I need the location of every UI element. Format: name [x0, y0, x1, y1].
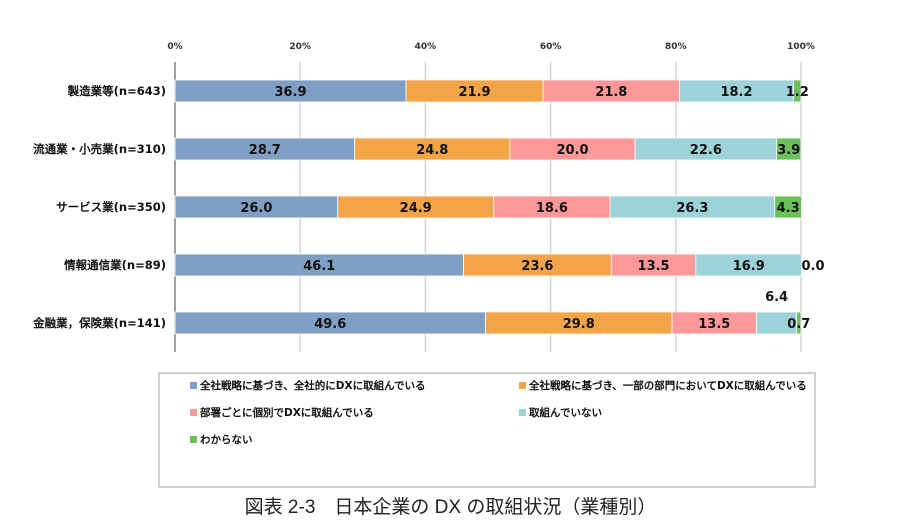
bar-segment: [793, 79, 802, 103]
x-tick-label: 0%: [167, 42, 182, 52]
legend-swatch: [519, 382, 526, 389]
data-label: 36.9: [274, 85, 306, 100]
x-tick-label: 40%: [415, 42, 437, 52]
data-label: 49.6: [314, 317, 346, 332]
legend-label: 全社戦略に基づき、一部の部門においてDXに取組んでいる: [529, 380, 807, 392]
figure-caption: 図表 2-3 日本企業の DX の取組状況（業種別）: [244, 497, 657, 518]
legend-swatch: [190, 409, 197, 416]
data-label: 18.6: [536, 201, 568, 216]
data-label: 3.9: [777, 143, 800, 158]
data-label: 22.6: [690, 143, 722, 158]
data-label: 24.8: [416, 143, 448, 158]
x-tick-label: 100%: [787, 42, 815, 52]
legend-item-2: 部署ごとに個別でDXに取組んでいる: [190, 405, 374, 420]
data-label: 16.9: [733, 259, 765, 274]
data-label: 29.8: [563, 317, 595, 332]
x-tick-label: 60%: [540, 42, 562, 52]
legend-swatch: [190, 436, 197, 443]
data-label: 28.7: [249, 143, 281, 158]
data-label: 46.1: [303, 259, 335, 274]
legend-label: わからない: [200, 434, 253, 446]
data-label: 24.9: [400, 201, 432, 216]
legend-label: 部署ごとに個別でDXに取組んでいる: [200, 407, 374, 419]
data-label: 1.2: [786, 85, 809, 100]
x-tick-label: 80%: [665, 42, 687, 52]
legend-item-4: わからない: [190, 432, 253, 447]
data-label: 21.8: [595, 85, 627, 100]
data-label: 23.6: [521, 259, 553, 274]
legend: 全社戦略に基づき、全社的にDXに取組んでいる 全社戦略に基づき、一部の部門におい…: [158, 372, 816, 488]
legend-swatch: [190, 382, 197, 389]
legend-label: 取組んでいない: [529, 407, 602, 419]
category-label: 金融業，保険業(n=141): [32, 316, 166, 330]
legend-item-1: 全社戦略に基づき、一部の部門においてDXに取組んでいる: [519, 378, 807, 393]
legend-item-0: 全社戦略に基づき、全社的にDXに取組んでいる: [190, 378, 426, 393]
bar-segment: [774, 195, 803, 219]
category-label: 情報通信業(n=89): [63, 258, 166, 272]
data-label: 26.0: [240, 201, 272, 216]
data-label: 0.7: [787, 317, 810, 332]
data-label: 26.3: [676, 201, 708, 216]
data-label: 0.0: [801, 259, 824, 274]
data-label: 21.9: [459, 85, 491, 100]
bar-segment: [695, 253, 803, 277]
data-label: 18.2: [720, 85, 752, 100]
category-label: 流通業・小売業(n=310): [33, 142, 166, 156]
legend-swatch: [519, 409, 526, 416]
category-label: 製造業等(n=643): [67, 84, 166, 98]
data-label: 4.3: [777, 201, 800, 216]
category-label: サービス業(n=350): [56, 200, 166, 214]
legend-label: 全社戦略に基づき、全社的にDXに取組んでいる: [200, 380, 426, 392]
data-label: 13.5: [698, 317, 730, 332]
legend-item-3: 取組んでいない: [519, 405, 602, 420]
bar-segment: [776, 137, 802, 161]
bar-segment: [796, 311, 802, 335]
data-label: 13.5: [638, 259, 670, 274]
data-label: 20.0: [556, 143, 588, 158]
data-label: 6.4: [765, 290, 788, 305]
x-tick-label: 20%: [289, 42, 311, 52]
